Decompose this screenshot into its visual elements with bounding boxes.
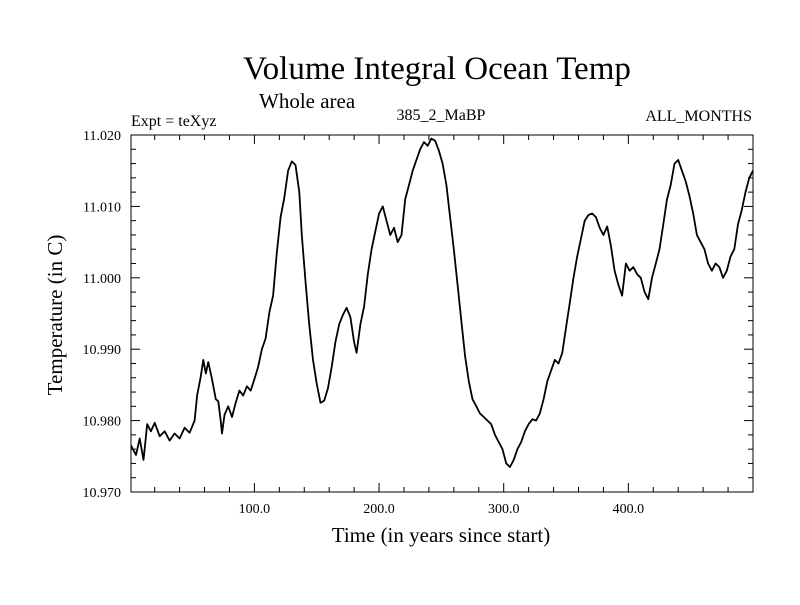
period-label: ALL_MONTHS: [645, 108, 752, 125]
experiment-label: Expt = teXyz: [131, 113, 216, 130]
chart-subtitle: Whole area: [259, 89, 356, 113]
x-axis-label: Time (in years since start): [332, 523, 551, 547]
y-tick-label: 10.990: [83, 343, 122, 358]
x-tick-label: 200.0: [363, 502, 395, 517]
x-tick-label: 100.0: [239, 502, 271, 517]
series-line: [130, 137, 754, 468]
y-tick-label: 11.010: [83, 200, 121, 215]
y-tick-label: 11.000: [83, 272, 121, 287]
y-tick-label: 11.020: [83, 129, 121, 144]
series-group: [130, 137, 754, 468]
x-tick-label: 300.0: [488, 502, 520, 517]
x-tick-label: 400.0: [613, 502, 645, 517]
y-tick-label: 10.970: [83, 486, 122, 501]
chart-title: Volume Integral Ocean Temp: [243, 51, 631, 87]
run-label: 385_2_MaBP: [397, 107, 486, 124]
y-axis-label: Temperature (in C): [43, 235, 67, 396]
plot-frame: [130, 134, 754, 493]
y-tick-label: 10.980: [83, 415, 122, 430]
axes: 100.0 200.0 300.0 400.0 10.970 10.980 10.990 11…: [83, 129, 754, 517]
